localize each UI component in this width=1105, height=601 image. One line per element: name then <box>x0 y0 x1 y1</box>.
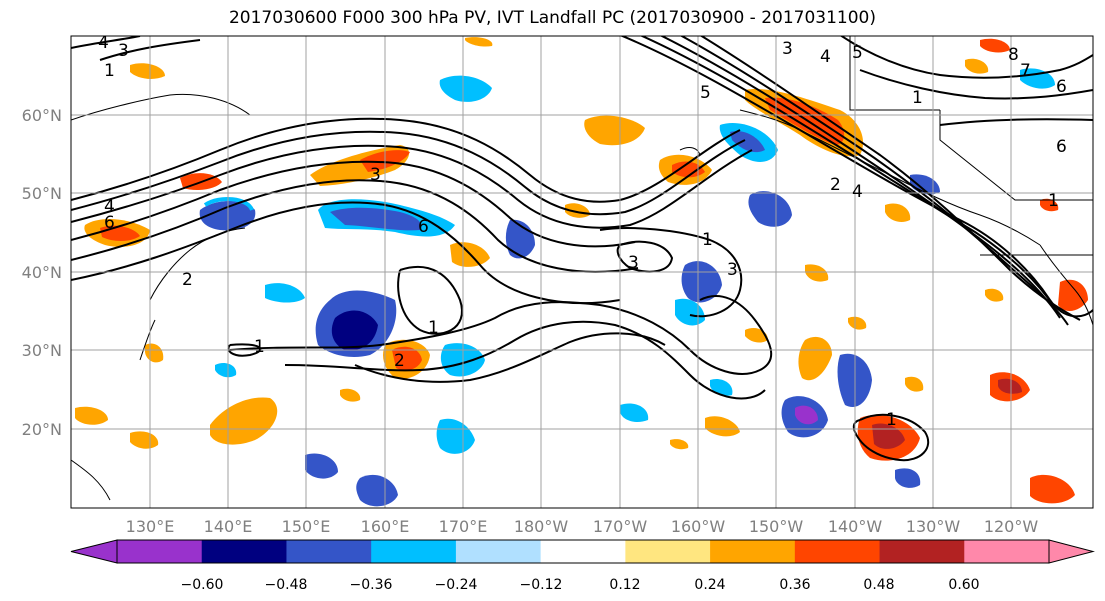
colorbar-tick-label: 0.24 <box>694 577 725 593</box>
colorbar-tick-label: 0.60 <box>948 577 979 593</box>
contour-label: 3 <box>628 253 639 273</box>
colorbar-segment <box>710 540 796 563</box>
contour-label: 1 <box>886 410 897 430</box>
lon-label: 150°E <box>282 517 331 536</box>
contour-label: 4 <box>852 182 863 202</box>
colorbar-tick-label: −0.48 <box>265 577 308 593</box>
colorbar-tick-label: 0.48 <box>863 577 894 593</box>
map-content: 3 4 1 3 4 5 8 7 6 1 6 4 6 5 3 2 6 1 3 1 … <box>71 33 1093 508</box>
contour-label: 3 <box>727 260 738 280</box>
contour-label: 6 <box>1056 137 1067 157</box>
map-frame <box>70 35 1094 509</box>
colorbar-segment <box>455 540 542 563</box>
contour-label-group: 3 4 1 3 4 5 8 7 6 1 6 4 6 5 3 2 6 1 3 1 … <box>98 33 1067 430</box>
colorbar-segments <box>70 539 1095 564</box>
colorbar-segment <box>201 540 287 563</box>
contour-label: 1 <box>428 318 439 338</box>
lon-label: 130°E <box>126 517 175 536</box>
colorbar-segment <box>117 540 203 563</box>
map-title: 2017030600 F000 300 hPa PV, IVT Landfall… <box>228 8 876 28</box>
coastlines <box>71 36 1093 501</box>
latitude-axis: 60°N 50°N 40°N 30°N 20°N <box>22 106 62 439</box>
contour-label: 5 <box>700 83 711 103</box>
contour-label: 2 <box>830 175 841 195</box>
contour-label: 7 <box>1020 61 1031 81</box>
contour-label: 1 <box>1048 191 1059 211</box>
longitude-axis: 130°E 140°E 150°E 160°E 170°E 180°W 170°… <box>126 517 1039 536</box>
contour-label: 5 <box>852 43 863 63</box>
pv-contours <box>71 36 1093 462</box>
contour-label: 1 <box>104 61 115 81</box>
contour-label: 6 <box>1056 77 1067 97</box>
colorbar-tick-label: −0.36 <box>350 577 393 593</box>
contour-label: 1 <box>912 88 923 108</box>
lat-label: 20°N <box>22 420 62 439</box>
lat-label: 50°N <box>22 184 62 203</box>
lon-label: 160°W <box>671 517 726 536</box>
colorbar-extend-high <box>1048 539 1095 564</box>
colorbar-tick-label: −0.12 <box>520 577 563 593</box>
colorbar-segment <box>964 540 1050 563</box>
lon-label: 170°W <box>593 517 648 536</box>
colorbar-extend-low <box>70 539 118 564</box>
contour-label: 8 <box>1008 45 1019 65</box>
contour-label: 3 <box>118 41 129 61</box>
colorbar-segment <box>540 540 626 563</box>
lat-label: 60°N <box>22 106 62 125</box>
colorbar-segment <box>371 540 457 563</box>
colorbar: −0.60 −0.48 −0.36 −0.24 −0.12 0.12 0.24 … <box>70 539 1095 593</box>
contour-label: 2 <box>394 351 405 371</box>
lon-label: 180°W <box>514 517 569 536</box>
colorbar-border <box>116 539 1050 564</box>
contour-label: 3 <box>370 165 381 185</box>
colorbar-segment <box>879 540 965 563</box>
colorbar-tick-label: 0.12 <box>609 577 640 593</box>
graticule <box>71 36 1093 508</box>
colorbar-segment <box>286 540 372 563</box>
colorbar-tick-label: −0.24 <box>435 577 478 593</box>
lon-label: 140°E <box>204 517 253 536</box>
colorbar-segment <box>794 540 881 563</box>
contour-label: 3 <box>782 39 793 59</box>
contour-label: 4 <box>98 33 109 53</box>
contour-label: 1 <box>702 230 713 250</box>
colorbar-ticks: −0.60 −0.48 −0.36 −0.24 −0.12 0.12 0.24 … <box>181 577 980 593</box>
lon-label: 130°W <box>906 517 961 536</box>
lon-label: 170°E <box>439 517 488 536</box>
colorbar-tick-label: −0.60 <box>181 577 224 593</box>
contour-label: 1 <box>254 337 265 357</box>
lat-label: 40°N <box>22 263 62 282</box>
lon-label: 160°E <box>361 517 410 536</box>
lon-label: 120°W <box>984 517 1039 536</box>
colorbar-tick-label: 0.36 <box>779 577 810 593</box>
lon-label: 140°W <box>828 517 883 536</box>
colorbar-segment <box>625 540 711 563</box>
contour-label: 4 <box>104 197 115 217</box>
contour-label: 2 <box>182 270 193 290</box>
contour-label: 4 <box>820 47 831 67</box>
lon-label: 150°W <box>749 517 804 536</box>
contour-label: 6 <box>418 217 429 237</box>
contour-label: 6 <box>104 213 115 233</box>
lat-label: 30°N <box>22 341 62 360</box>
